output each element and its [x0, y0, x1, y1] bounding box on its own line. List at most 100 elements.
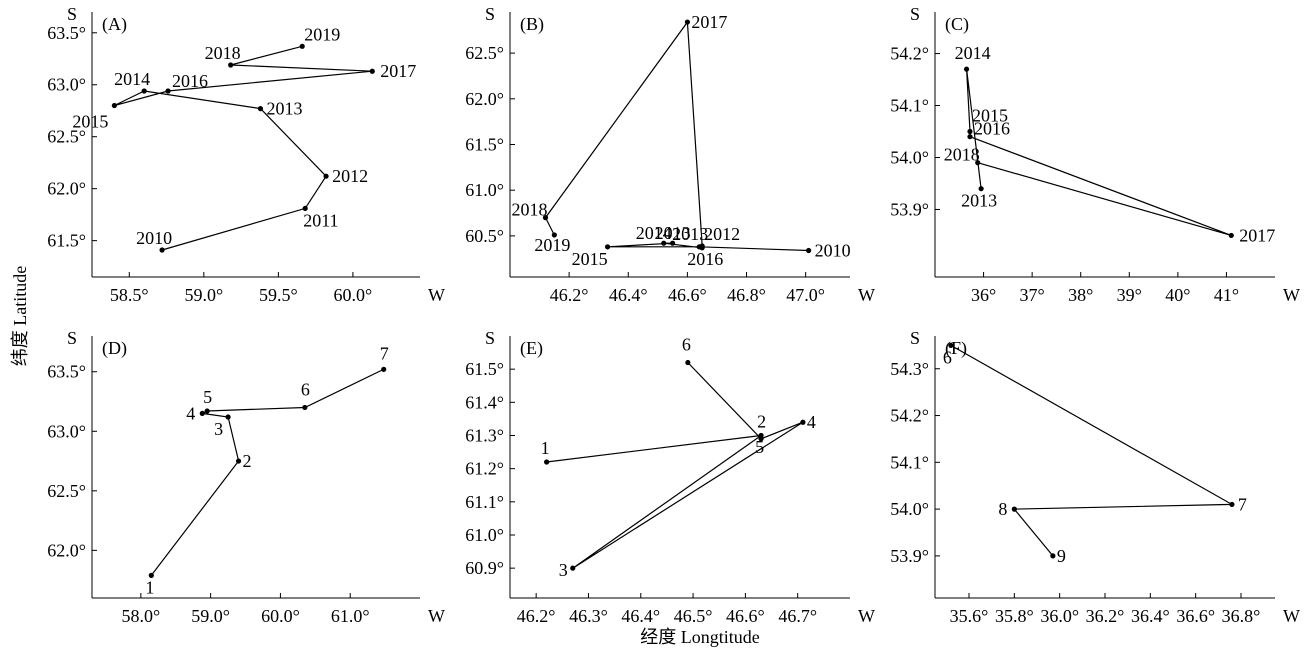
track-line: [950, 344, 1235, 557]
track-line: [546, 362, 804, 569]
point-label: 4: [807, 412, 816, 432]
y-tick-label: 63.0°: [47, 421, 86, 441]
x-tick-label: 36.4°: [1131, 606, 1170, 626]
data-point: [1050, 553, 1056, 559]
point-label: 3: [214, 419, 223, 439]
data-point: [806, 247, 812, 254]
point-label: 2017: [1239, 225, 1275, 245]
x-axis-unit-label: W: [428, 285, 445, 305]
y-tick-label: 54.3°: [890, 359, 929, 379]
x-tick-label: 35.6°: [950, 606, 989, 626]
x-tick-label: 36.8°: [1222, 606, 1261, 626]
data-point: [967, 128, 973, 135]
point-label: 2016: [172, 71, 208, 91]
y-tick-label: 62.5°: [47, 481, 86, 501]
track-line: [966, 69, 1232, 236]
y-tick-label: 54.2°: [890, 44, 929, 64]
point-label: 2013: [266, 99, 302, 119]
data-point: [302, 205, 308, 212]
panel-2: S W (C) 53.9° 54.0° 54.1° 54.2° 36° 37° 38° 39° 40°…: [890, 4, 1300, 305]
x-tick-label: 46.2°: [550, 285, 589, 305]
point-label: 2012: [332, 166, 368, 186]
point-label: 2014: [955, 43, 991, 63]
data-point: [299, 43, 305, 49]
data-point: [225, 414, 231, 420]
point-label: 6: [682, 335, 691, 355]
x-axis-unit-label: W: [1283, 285, 1300, 305]
panel-label: (D): [102, 338, 127, 359]
point-label: 9: [1057, 546, 1066, 566]
x-tick-label: 46.6°: [726, 606, 765, 626]
panel-5: SW(F)53.9°54.0°54.1°54.2°54.3°35.6° 35.8°…: [890, 328, 1300, 626]
data-point: [257, 106, 264, 112]
y-tick-label: 53.9°: [890, 546, 929, 566]
point-label: 4: [186, 403, 195, 423]
point-label: 2013: [672, 224, 708, 244]
figure-y-axis-label: 纬度 Latitude: [10, 266, 30, 366]
y-tick-label: 63.5°: [47, 362, 86, 382]
y-tick-label: 61.2°: [465, 459, 504, 479]
x-tick-label: 40°: [1165, 285, 1190, 305]
data-point: [1229, 501, 1235, 508]
data-point: [369, 68, 375, 74]
panel-label: (E): [520, 338, 543, 359]
x-axis-unit-label: W: [858, 606, 875, 626]
x-tick-label: 46.5°: [674, 606, 713, 626]
point-label: 6: [943, 347, 952, 367]
y-tick-label: 61.0°: [465, 525, 504, 545]
track-line: [544, 20, 809, 252]
y-tick-label: 61.5°: [465, 135, 504, 155]
y-tick-label: 54.0°: [890, 147, 929, 167]
x-tick-label: 46.8°: [727, 285, 766, 305]
x-tick-label: 36.0°: [1040, 606, 1079, 626]
x-tick-label: 46.4°: [621, 606, 660, 626]
data-point: [684, 19, 690, 25]
x-tick-label: 46.4°: [609, 285, 648, 305]
data-point: [235, 458, 242, 464]
data-point: [975, 160, 981, 166]
point-label: 5: [755, 437, 764, 457]
point-label: 2013: [961, 191, 997, 211]
point-label: 2016: [687, 249, 723, 269]
data-point: [302, 404, 308, 411]
data-point: [159, 247, 165, 253]
x-axis-unit-label: W: [858, 285, 875, 305]
x-tick-label: 38°: [1068, 285, 1093, 305]
data-point: [542, 215, 549, 221]
x-axis-unit-label: W: [1283, 606, 1300, 626]
data-point: [1011, 506, 1017, 512]
point-label: 2018: [205, 43, 241, 63]
panel-1: S W (B) 60.5° 61.0° 61.5° 62.0° 62.5° 46.2° 46.4°…: [465, 4, 875, 305]
point-label: 2013: [655, 223, 691, 243]
y-tick-label: 63.5°: [47, 23, 86, 43]
y-tick-label: 60.5°: [465, 226, 504, 246]
y-tick-label: 61.5°: [465, 359, 504, 379]
x-tick-label: 59.0°: [191, 606, 230, 626]
panel-3: S W (D) 62.0° 62.5° 63.0° 63.5° 58.0° 59.0° 60.0°…: [47, 328, 445, 626]
panels: S W (A) 61.5° 62.0° 62.5° 63.0° 63.5° 58.5° 59.0°…: [47, 4, 1300, 626]
point-label: 2012: [704, 224, 740, 244]
point-label: 1: [145, 577, 154, 597]
data-point: [758, 436, 764, 442]
x-tick-label: 59.5°: [259, 285, 298, 305]
y-tick-label: 54.1°: [890, 452, 929, 472]
point-label: 2017: [691, 12, 727, 32]
y-axis-unit-label: S: [67, 328, 77, 348]
y-axis-unit-label: S: [485, 4, 495, 24]
data-point: [204, 408, 210, 414]
y-tick-label: 62.0°: [465, 89, 504, 109]
y-tick-label: 61.1°: [465, 492, 504, 512]
y-tick-label: 61.3°: [465, 425, 504, 445]
point-label: 2010: [815, 241, 851, 261]
point-label: 2015: [572, 249, 608, 269]
y-tick-label: 61.0°: [465, 180, 504, 200]
y-tick-label: 61.5°: [47, 231, 86, 251]
data-point: [544, 459, 550, 465]
y-tick-label: 61.4°: [465, 392, 504, 412]
point-label: 7: [1238, 494, 1247, 514]
point-label: 2010: [136, 228, 172, 248]
point-label: 2014: [636, 223, 672, 243]
point-label: 3: [559, 560, 568, 580]
data-point: [685, 359, 691, 366]
